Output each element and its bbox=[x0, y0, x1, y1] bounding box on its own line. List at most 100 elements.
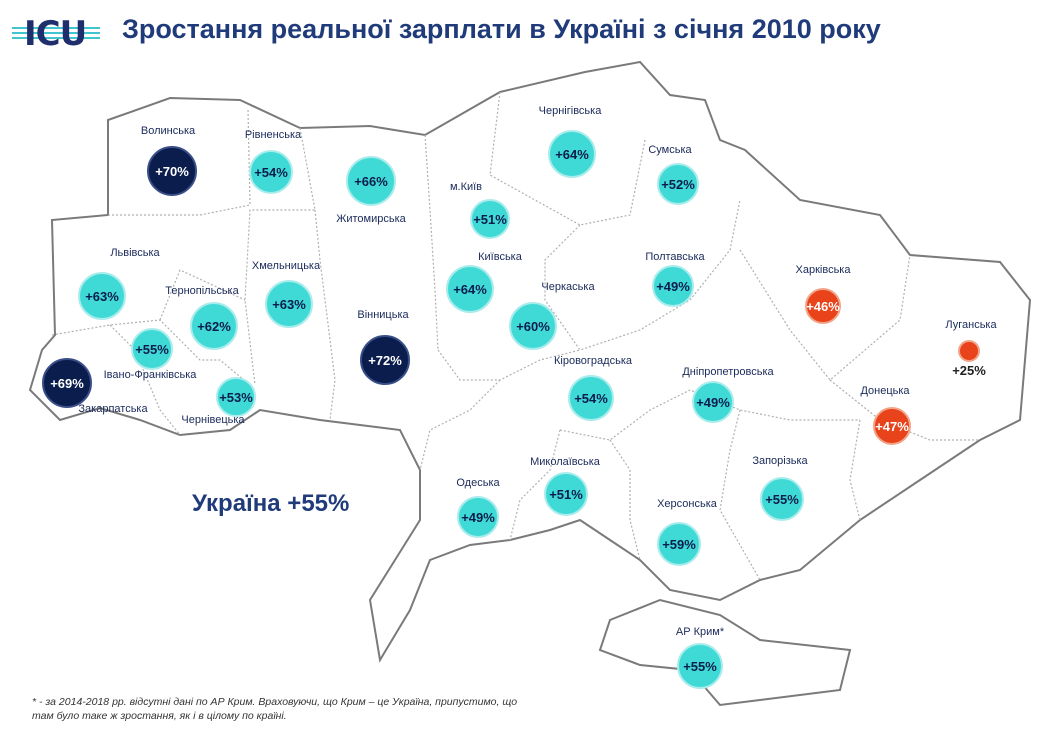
region-9-name: Київська bbox=[478, 251, 523, 263]
region-6-name: Львівська bbox=[110, 247, 160, 259]
region-19-name: Дніпропетровська bbox=[682, 366, 774, 378]
logo-text: ICU bbox=[24, 14, 87, 54]
region-15-bubble bbox=[131, 328, 173, 370]
region-23-bubble bbox=[760, 477, 804, 521]
region-3-name: м.Київ bbox=[450, 181, 482, 193]
logo-stripes-icon bbox=[12, 27, 100, 39]
region-1-name: Рівненська bbox=[245, 129, 302, 141]
region-5: Сумська +52% bbox=[648, 144, 699, 205]
region-14-value: +72% bbox=[368, 353, 402, 368]
region-3-value: +51% bbox=[473, 212, 507, 227]
region-5-value: +52% bbox=[661, 177, 695, 192]
region-16: Закарпатська +69% bbox=[42, 358, 148, 415]
region-17: Чернівецька +53% bbox=[181, 377, 256, 426]
region-8-bubble bbox=[190, 302, 238, 350]
region-2-name: Житомирська bbox=[336, 213, 406, 225]
region-21: Одеська +49% bbox=[456, 477, 501, 538]
region-24-value: +59% bbox=[662, 537, 696, 552]
region-10: Черкаська +60% bbox=[509, 281, 595, 350]
region-20-name: Донецька bbox=[860, 385, 910, 397]
region-25: АР Крим* +55% bbox=[676, 626, 725, 689]
region-20-bubble bbox=[873, 407, 911, 445]
region-7-name: Хмельницька bbox=[252, 260, 321, 272]
region-17-bubble bbox=[216, 377, 256, 417]
region-11: Полтавська +49% bbox=[645, 251, 706, 307]
region-2-value: +66% bbox=[354, 174, 388, 189]
region-15-value: +55% bbox=[135, 342, 169, 357]
region-19: Дніпропетровська +49% bbox=[682, 366, 775, 423]
region-15: Івано-Франківська +55% bbox=[104, 328, 198, 381]
region-6: Львівська +63% bbox=[78, 247, 161, 320]
region-bubbles: Волинська +70% Рівненська +54% Житомирська +6… bbox=[42, 105, 997, 689]
region-5-bubble bbox=[657, 163, 699, 205]
region-17-value: +53% bbox=[219, 390, 253, 405]
region-22-bubble bbox=[544, 472, 588, 516]
region-4-bubble bbox=[548, 130, 596, 178]
region-4-name: Чернігівська bbox=[539, 105, 603, 117]
region-9: Київська +64% bbox=[446, 251, 523, 313]
region-8-name: Тернопільська bbox=[165, 285, 239, 297]
region-3-bubble bbox=[470, 199, 510, 239]
region-6-bubble bbox=[78, 272, 126, 320]
region-20-value: +47% bbox=[875, 419, 909, 434]
region-8: Тернопільська +62% bbox=[165, 285, 240, 350]
region-7-value: +63% bbox=[272, 297, 306, 312]
region-19-value: +49% bbox=[696, 395, 730, 410]
region-19-bubble bbox=[692, 381, 734, 423]
region-15-name: Івано-Франківська bbox=[104, 369, 198, 381]
region-12: Харківська +46% bbox=[796, 264, 852, 324]
region-2-bubble bbox=[346, 156, 396, 206]
region-12-value: +46% bbox=[806, 299, 840, 314]
region-7-bubble bbox=[265, 280, 313, 328]
region-24-name: Херсонська bbox=[657, 498, 718, 510]
region-13: Луганська +25% bbox=[945, 319, 997, 378]
region-4-value: +64% bbox=[555, 147, 589, 162]
icu-logo: ICU bbox=[12, 12, 102, 56]
region-21-value: +49% bbox=[461, 510, 495, 525]
region-21-name: Одеська bbox=[456, 477, 500, 489]
region-3: м.Київ +51% bbox=[450, 181, 510, 239]
region-21-bubble bbox=[457, 496, 499, 538]
region-0-value: +70% bbox=[155, 164, 189, 179]
region-1-value: +54% bbox=[254, 165, 288, 180]
region-25-bubble bbox=[677, 643, 723, 689]
region-18-name: Кіровоградська bbox=[554, 355, 633, 367]
region-16-name: Закарпатська bbox=[78, 403, 148, 415]
region-13-bubble bbox=[958, 340, 980, 362]
region-0-name: Волинська bbox=[141, 125, 196, 137]
region-20: Донецька +47% bbox=[860, 385, 911, 445]
region-12-name: Харківська bbox=[796, 264, 852, 276]
region-16-bubble bbox=[42, 358, 92, 408]
region-18: Кіровоградська +54% bbox=[554, 355, 633, 421]
region-23-value: +55% bbox=[765, 492, 799, 507]
region-22: Миколаївська +51% bbox=[530, 456, 601, 516]
region-7: Хмельницька +63% bbox=[252, 260, 321, 328]
region-0: Волинська +70% bbox=[141, 125, 197, 196]
region-5-name: Сумська bbox=[648, 144, 692, 156]
region-10-bubble bbox=[509, 302, 557, 350]
region-24: Херсонська +59% bbox=[657, 498, 718, 566]
region-18-value: +54% bbox=[574, 391, 608, 406]
page-title: Зростання реальної зарплати в Україні з … bbox=[122, 14, 881, 44]
map-borders bbox=[28, 60, 1032, 707]
region-8-value: +62% bbox=[197, 319, 231, 334]
region-17-name: Чернівецька bbox=[181, 414, 245, 426]
region-14-name: Вінницька bbox=[357, 309, 409, 321]
region-22-value: +51% bbox=[549, 487, 583, 502]
region-18-bubble bbox=[568, 375, 614, 421]
footnote: * - за 2014-2018 рр. відсутні дані по АР… bbox=[32, 696, 518, 722]
region-22-name: Миколаївська bbox=[530, 456, 601, 468]
region-10-name: Черкаська bbox=[541, 281, 595, 293]
region-23-name: Запорізька bbox=[752, 455, 808, 467]
region-1-bubble bbox=[249, 150, 293, 194]
region-16-value: +69% bbox=[50, 376, 84, 391]
region-9-value: +64% bbox=[453, 282, 487, 297]
region-6-value: +63% bbox=[85, 289, 119, 304]
region-25-name: АР Крим* bbox=[676, 626, 725, 638]
region-11-value: +49% bbox=[656, 279, 690, 294]
region-13-value: +25% bbox=[952, 363, 986, 378]
region-24-bubble bbox=[657, 522, 701, 566]
region-23: Запорізька +55% bbox=[752, 455, 809, 521]
region-2: Житомирська +66% bbox=[336, 156, 407, 225]
